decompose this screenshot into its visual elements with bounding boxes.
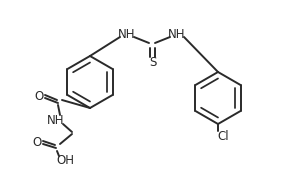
Text: NH: NH <box>47 114 65 126</box>
Text: O: O <box>34 90 44 104</box>
Text: OH: OH <box>56 154 74 166</box>
Text: O: O <box>32 137 42 149</box>
Text: Cl: Cl <box>217 130 229 142</box>
Text: S: S <box>149 56 157 70</box>
Text: NH: NH <box>168 29 186 41</box>
Text: NH: NH <box>118 29 136 41</box>
